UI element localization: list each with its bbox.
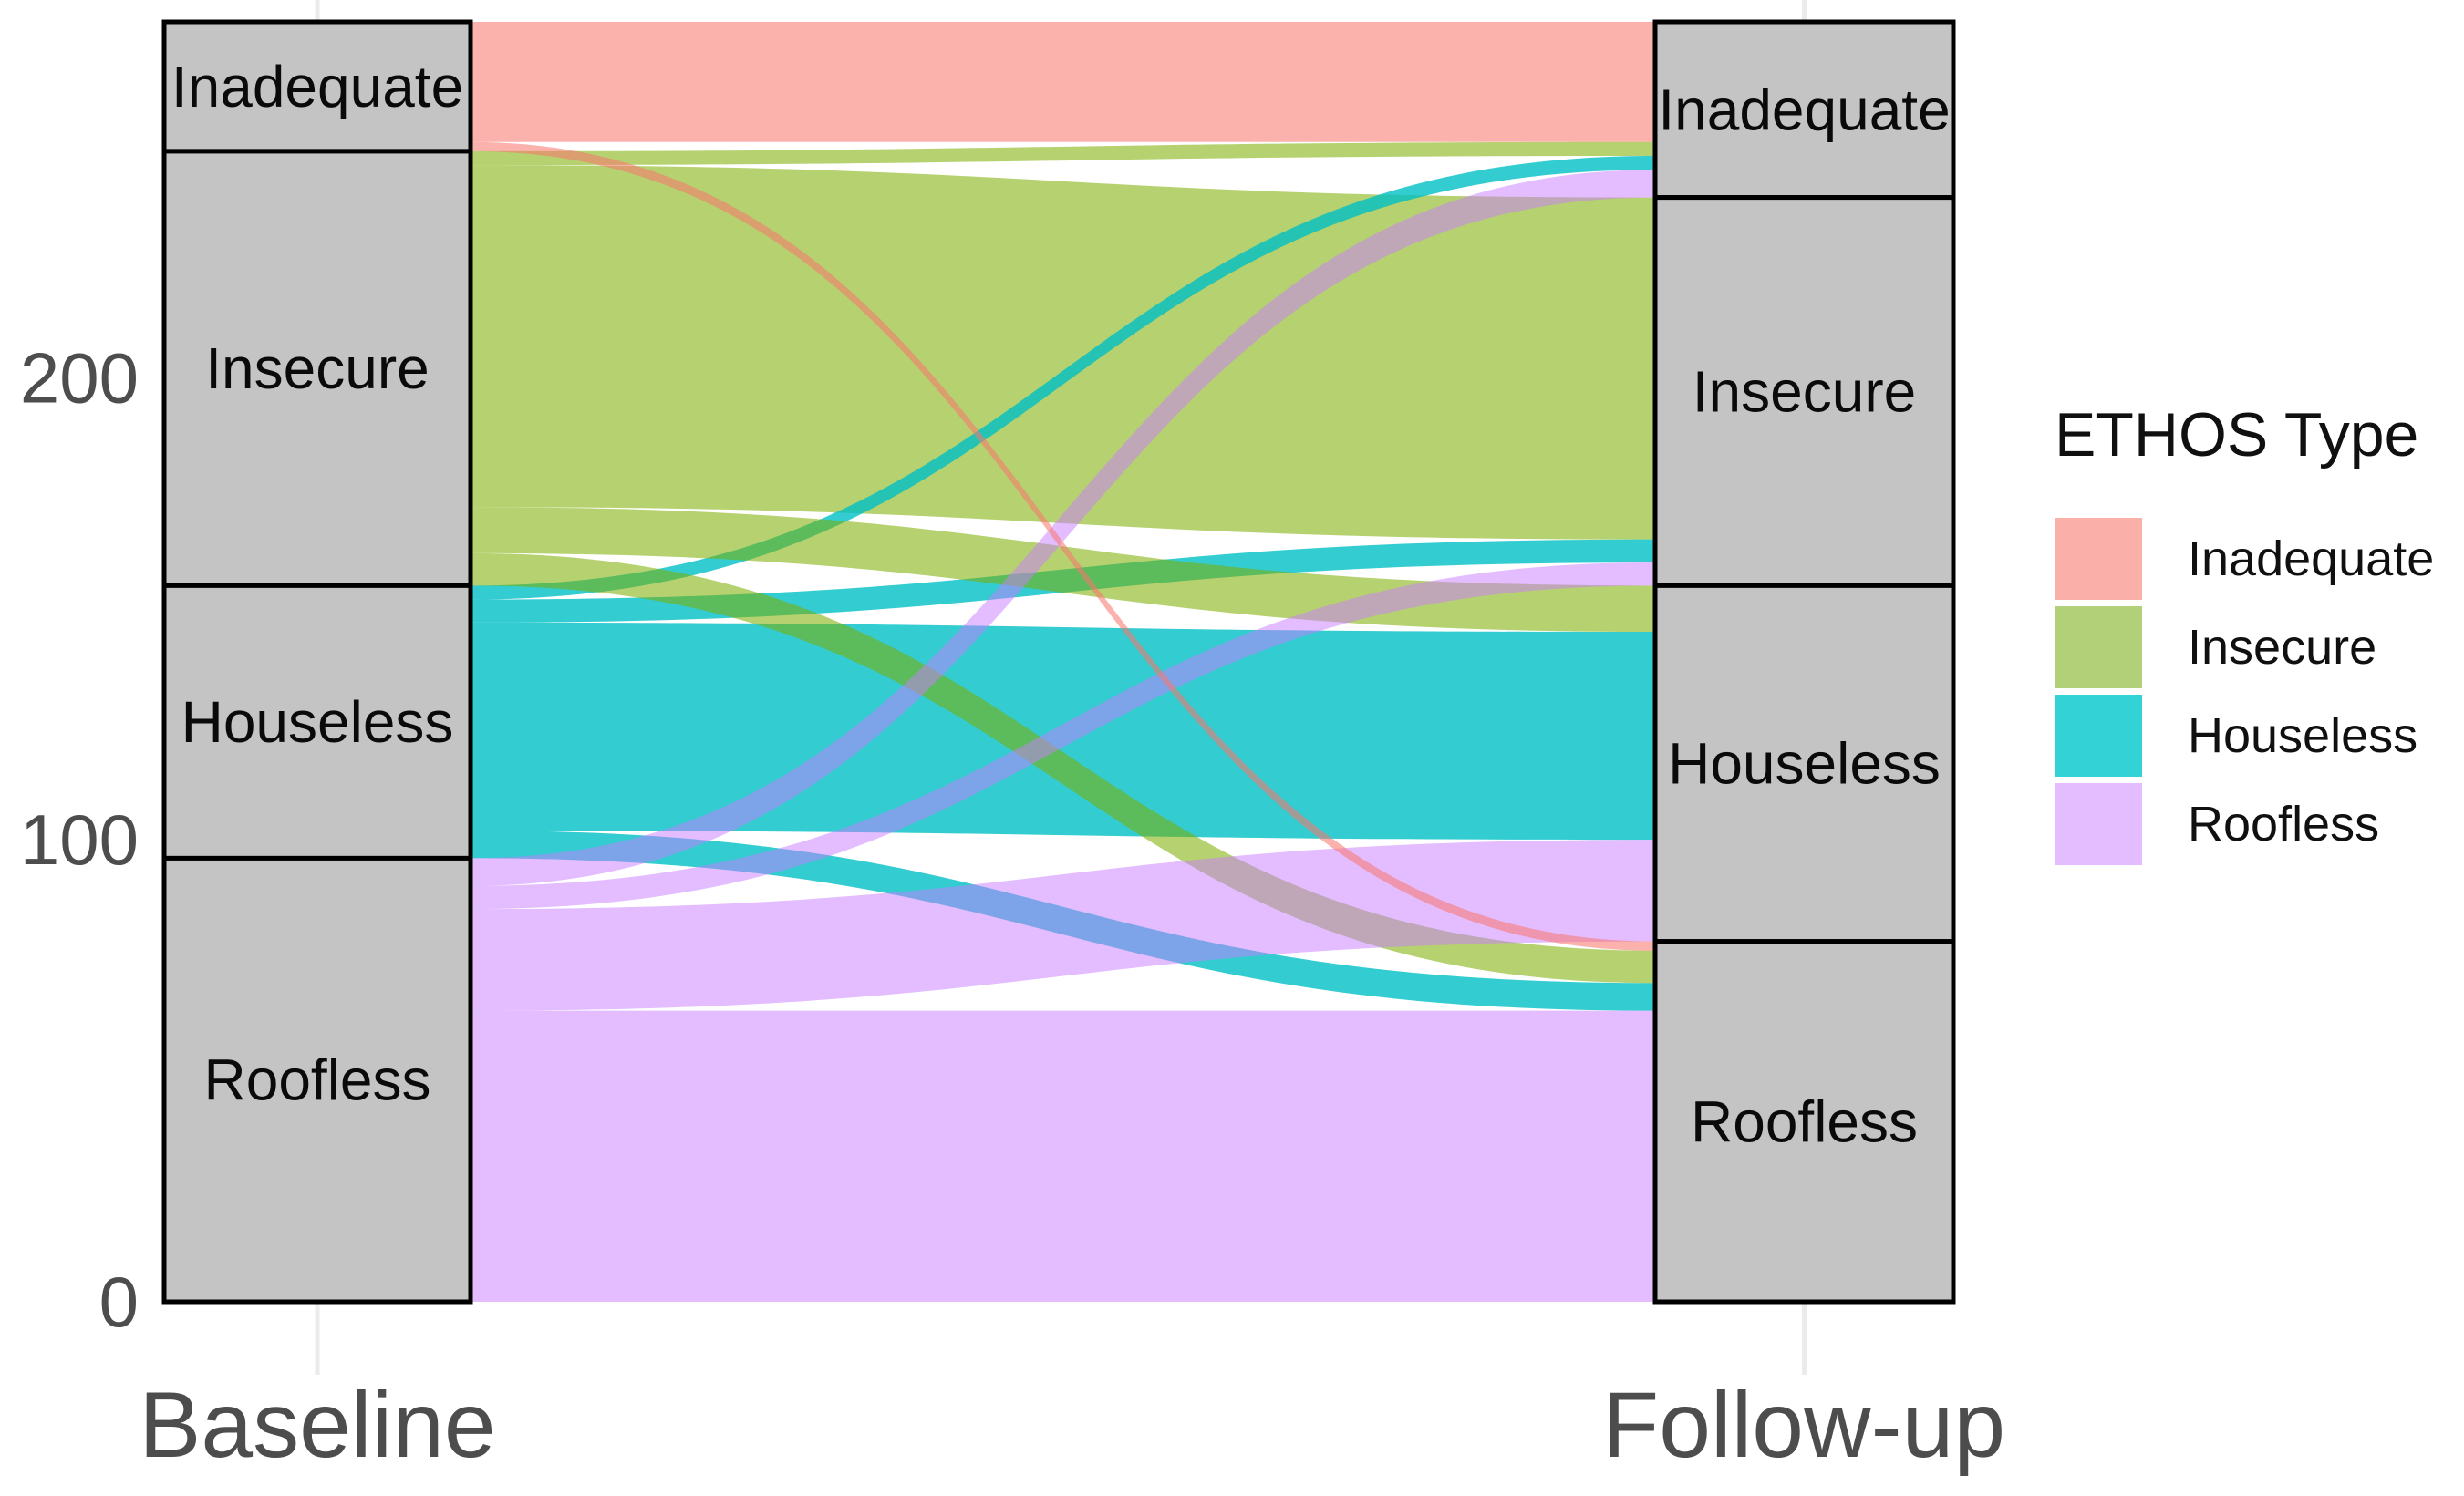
legend-swatch-houseless	[2055, 695, 2142, 777]
stratum-followup-houseless	[1652, 583, 1956, 944]
flow-inadequate-to-inadequate	[471, 22, 1655, 142]
flow-roofless-to-insecure	[471, 562, 1655, 910]
stratum-label-followup-inadequate: Inadequate	[1658, 77, 1950, 142]
legend-item-inadequate: Inadequate	[2055, 518, 2434, 600]
stratum-baseline-inadequate	[161, 19, 473, 154]
stratum-label-baseline-insecure: Insecure	[205, 335, 429, 401]
legend-item-insecure: Insecure	[2055, 606, 2434, 688]
stratum-followup-insecure	[1652, 195, 1956, 588]
flow-insecure-to-roofless	[471, 552, 1655, 984]
flow-roofless-to-roofless	[471, 1010, 1655, 1302]
stratum-label-followup-roofless: Roofless	[1691, 1088, 1918, 1154]
x-axis-label-baseline: Baseline	[139, 1373, 496, 1477]
stratum-followup-inadequate	[1652, 19, 1956, 201]
stratum-followup-roofless	[1652, 939, 1956, 1305]
stratum-label-followup-houseless: Houseless	[1668, 731, 1941, 797]
flow-roofless-to-houseless	[471, 840, 1655, 1011]
legend-item-roofless: Roofless	[2055, 783, 2434, 865]
legend-label-houseless: Houseless	[2188, 708, 2418, 763]
legend-item-houseless: Houseless	[2055, 695, 2434, 777]
legend-label-roofless: Roofless	[2188, 797, 2380, 851]
legend-swatch-insecure	[2055, 606, 2142, 688]
flow-insecure-to-insecure	[471, 165, 1655, 540]
legend-title: ETHOS Type	[2055, 400, 2419, 469]
x-axis-label-followup: Follow-up	[1601, 1373, 2006, 1477]
legend: ETHOS Type Inadequate Insecure Houseless…	[2055, 399, 2434, 872]
y-tick-label-0: 0	[99, 1262, 139, 1342]
legend-label-inadequate: Inadequate	[2188, 531, 2435, 586]
stratum-label-baseline-houseless: Houseless	[181, 689, 454, 755]
stratum-label-baseline-inadequate: Inadequate	[171, 54, 463, 119]
y-tick-label-100: 100	[20, 800, 139, 880]
stratum-label-baseline-roofless: Roofless	[204, 1047, 431, 1113]
flow-roofless-to-inadequate	[471, 170, 1655, 886]
flow-houseless-to-inadequate	[471, 155, 1655, 600]
legend-swatch-roofless	[2055, 783, 2142, 865]
legend-label-insecure: Insecure	[2188, 620, 2377, 675]
flow-insecure-to-inadequate	[471, 141, 1655, 166]
stratum-baseline-roofless	[161, 855, 473, 1305]
flow-inadequate-to-roofless	[471, 141, 1655, 951]
y-tick-label-200: 200	[20, 337, 139, 418]
legend-swatch-inadequate	[2055, 518, 2142, 600]
stratum-label-followup-insecure: Insecure	[1693, 358, 1916, 424]
